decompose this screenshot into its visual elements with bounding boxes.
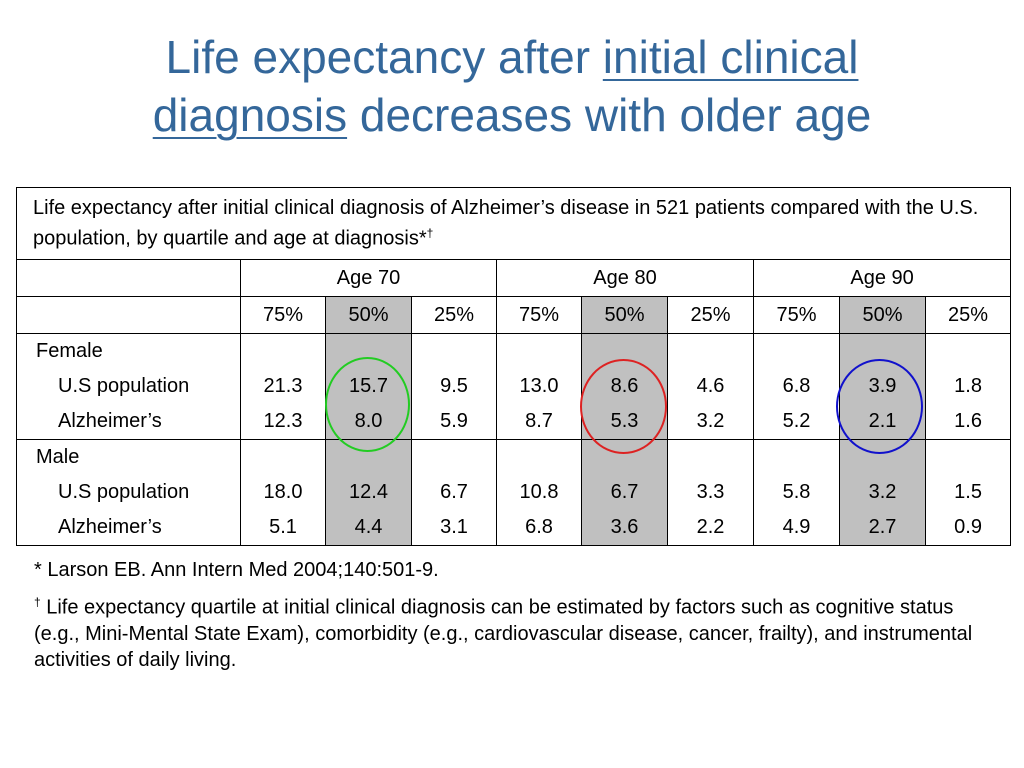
value-cell: 2.2 bbox=[696, 516, 725, 538]
value-column: 13.0 8.7 bbox=[496, 333, 582, 440]
value-column: 5.8 4.9 bbox=[753, 439, 840, 546]
highlight-circle-age90 bbox=[836, 359, 923, 454]
caption-text: Life expectancy after initial clinical d… bbox=[33, 196, 979, 250]
row-label: Alzheimer’s bbox=[58, 410, 162, 432]
value-column: 3.2 2.7 bbox=[839, 439, 926, 546]
quartile-header: 50% bbox=[581, 296, 668, 334]
value-cell: 6.7 bbox=[440, 481, 468, 503]
value-cell: 18.0 bbox=[263, 481, 303, 503]
row-label: U.S population bbox=[58, 375, 190, 397]
value-cell: 3.2 bbox=[696, 410, 725, 432]
value-cell: 9.5 bbox=[440, 375, 468, 397]
empty-header-cell bbox=[16, 259, 241, 297]
highlight-circle-age70 bbox=[325, 357, 410, 452]
value-cell: 4.9 bbox=[782, 516, 811, 538]
value-column: 3.3 2.2 bbox=[667, 439, 754, 546]
age-80-header: Age 80 bbox=[496, 259, 754, 297]
value-cell: 3.6 bbox=[610, 516, 639, 538]
value-cell: 13.0 bbox=[519, 375, 559, 397]
value-cell: 1.8 bbox=[954, 375, 982, 397]
value-column: 6.7 3.1 bbox=[411, 439, 497, 546]
footnote-dagger: † Life expectancy quartile at initial cl… bbox=[34, 589, 1004, 673]
value-cell: 1.6 bbox=[954, 410, 982, 432]
value-cell: 2.7 bbox=[868, 516, 897, 538]
quartile-header: 75% bbox=[240, 296, 326, 334]
row-label: Alzheimer’s bbox=[58, 516, 162, 538]
value-column: 6.7 3.6 bbox=[581, 439, 668, 546]
value-cell: 5.2 bbox=[782, 410, 811, 432]
age-70-header: Age 70 bbox=[240, 259, 497, 297]
row-labels: Male U.S population Alzheimer’s bbox=[16, 439, 241, 546]
value-cell: 1.5 bbox=[954, 481, 982, 503]
value-cell: 6.8 bbox=[525, 516, 553, 538]
age-90-header: Age 90 bbox=[752, 259, 1012, 297]
value-cell: 12.4 bbox=[349, 481, 388, 503]
value-column: 1.8 1.6 bbox=[924, 333, 1012, 440]
quartile-header: 25% bbox=[667, 296, 754, 334]
age-header-row: Age 70 Age 80 Age 90 bbox=[16, 259, 1012, 297]
value-cell: 3.2 bbox=[868, 481, 897, 503]
value-cell: 6.8 bbox=[782, 375, 811, 397]
quartile-header: 75% bbox=[496, 296, 582, 334]
value-column: 21.3 12.3 bbox=[240, 333, 326, 440]
value-cell: 21.3 bbox=[263, 375, 303, 397]
quartile-header: 75% bbox=[753, 296, 840, 334]
quartile-header: 25% bbox=[411, 296, 497, 334]
value-cell: 10.8 bbox=[519, 481, 559, 503]
value-cell: 3.3 bbox=[696, 481, 725, 503]
value-cell: 4.6 bbox=[696, 375, 725, 397]
value-column: 4.6 3.2 bbox=[667, 333, 754, 440]
value-cell: 0.9 bbox=[954, 516, 982, 538]
value-cell: 5.1 bbox=[269, 516, 297, 538]
title-underlined-2: diagnosis bbox=[152, 89, 348, 141]
quartile-header: 50% bbox=[839, 296, 926, 334]
footnotes: * Larson EB. Ann Intern Med 2004;140:501… bbox=[34, 557, 1004, 673]
value-column: 12.4 4.4 bbox=[325, 439, 412, 546]
value-cell: 6.7 bbox=[610, 481, 639, 503]
value-cell: 12.3 bbox=[263, 410, 303, 432]
value-cell: 5.8 bbox=[782, 481, 811, 503]
dagger-mark: † bbox=[34, 595, 41, 609]
male-group: Male U.S population Alzheimer’s 18.0 5.1 12.4… bbox=[16, 439, 1012, 546]
highlight-circle-age80 bbox=[580, 359, 667, 454]
value-column: 18.0 5.1 bbox=[240, 439, 326, 546]
group-label: Female bbox=[36, 340, 103, 362]
table-caption: Life expectancy after initial clinical d… bbox=[15, 187, 1012, 260]
quartile-header: 25% bbox=[924, 296, 1012, 334]
group-label: Male bbox=[36, 446, 80, 468]
caption-dagger: † bbox=[426, 225, 434, 240]
quartile-header-row: 75% 50% 25% 75% 50% 25% 75% 50% 25% bbox=[16, 296, 1012, 334]
title-text-1: Life expectancy after bbox=[165, 31, 603, 83]
value-cell: 8.7 bbox=[525, 410, 553, 432]
value-cell: 4.4 bbox=[354, 516, 383, 538]
row-labels: Female U.S population Alzheimer’s bbox=[16, 333, 241, 440]
value-cell: 3.1 bbox=[440, 516, 468, 538]
title-text-2: decreases with older age bbox=[347, 89, 872, 141]
title-underlined-1: initial clinical bbox=[602, 31, 859, 83]
quartile-header: 50% bbox=[325, 296, 412, 334]
value-column: 10.8 6.8 bbox=[496, 439, 582, 546]
empty-header-cell bbox=[16, 296, 241, 334]
value-cell: 5.9 bbox=[440, 410, 468, 432]
row-label: U.S population bbox=[58, 481, 190, 503]
footnote-reference: * Larson EB. Ann Intern Med 2004;140:501… bbox=[34, 559, 439, 581]
slide-title: Life expectancy after initial clinical d… bbox=[0, 28, 1024, 144]
value-column: 9.5 5.9 bbox=[411, 333, 497, 440]
footnote-dagger-text: Life expectancy quartile at initial clin… bbox=[34, 596, 973, 671]
value-column: 1.5 0.9 bbox=[924, 439, 1012, 546]
value-column: 6.8 5.2 bbox=[753, 333, 840, 440]
